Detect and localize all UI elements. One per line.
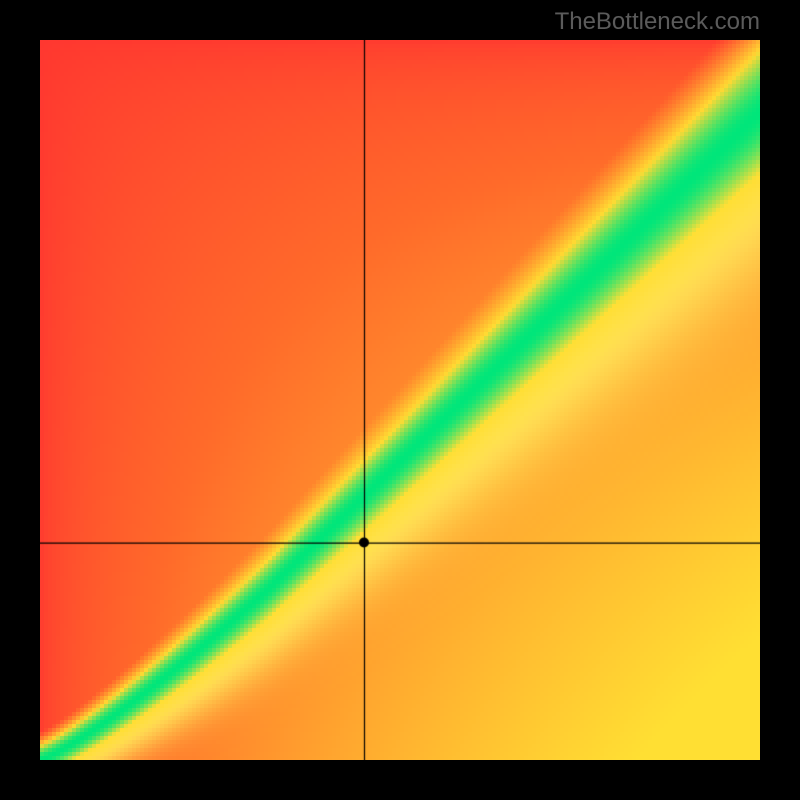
watermark-text: TheBottleneck.com xyxy=(555,8,760,36)
crosshair-overlay xyxy=(40,40,760,760)
chart-container: TheBottleneck.com xyxy=(0,0,800,800)
